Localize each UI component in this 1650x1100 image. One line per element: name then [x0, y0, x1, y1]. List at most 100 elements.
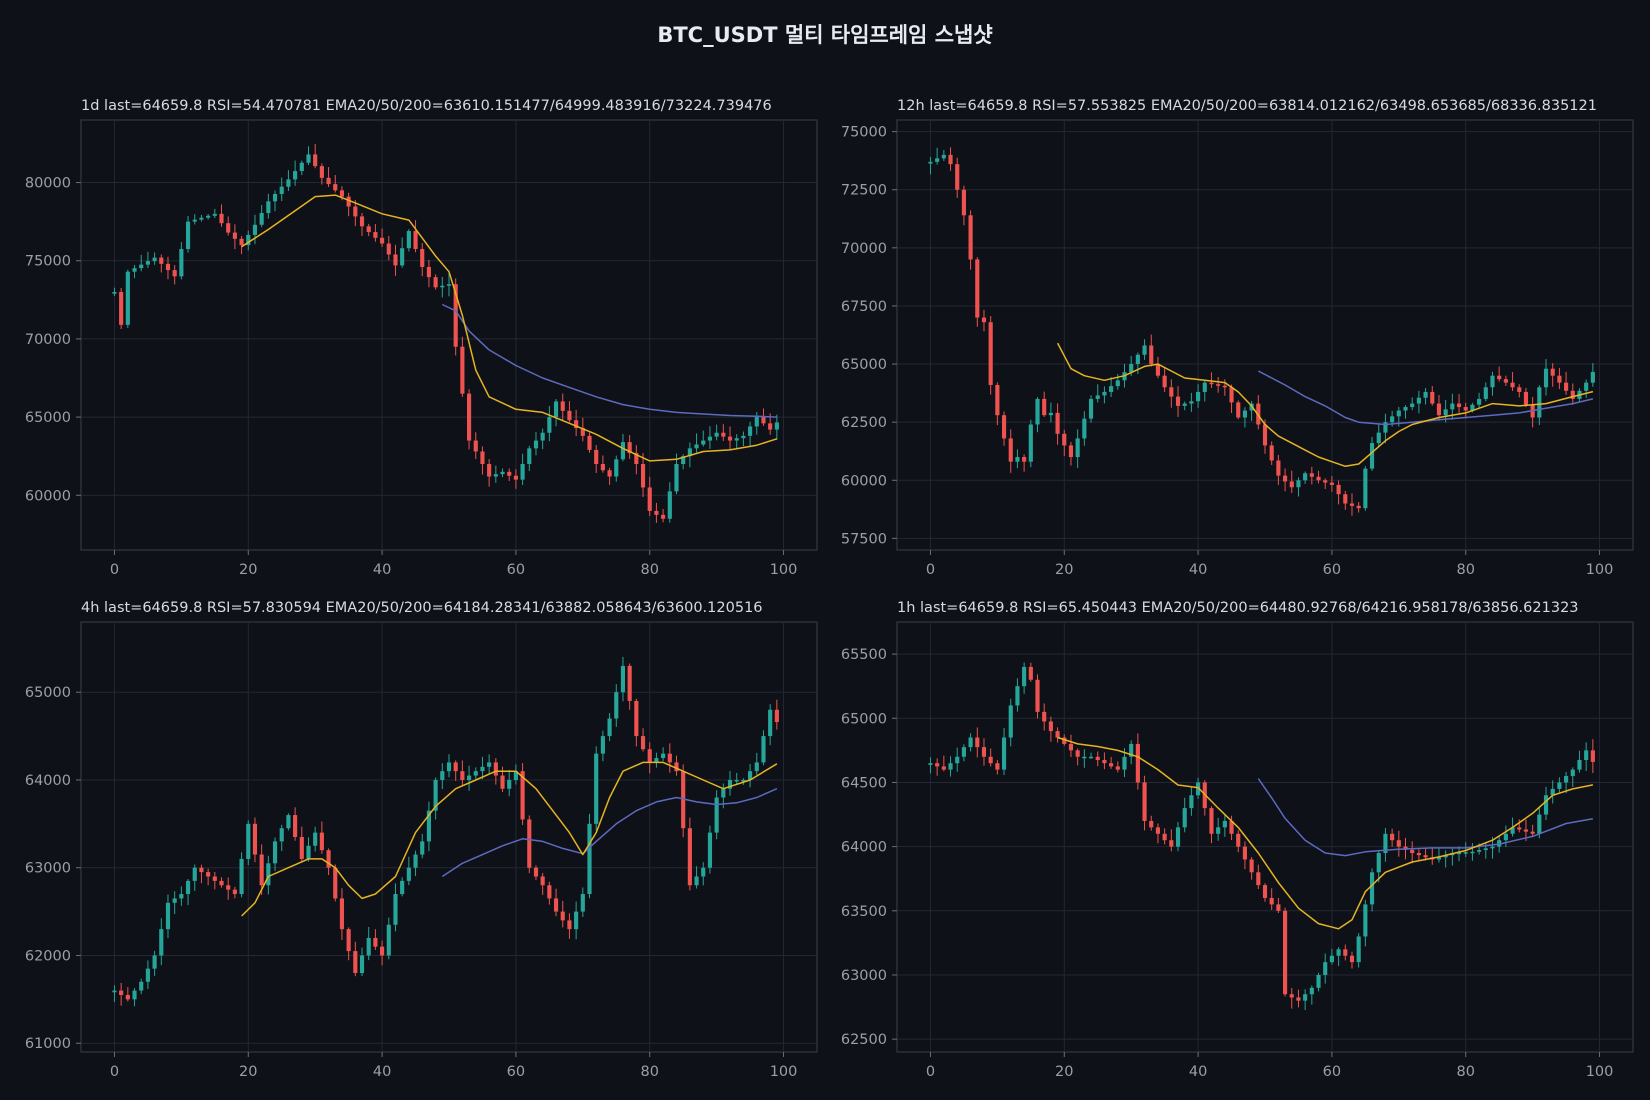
candle-body [232, 889, 237, 895]
candle-body [119, 990, 124, 995]
candle-body [293, 815, 298, 837]
candle-body [1189, 401, 1194, 404]
candle-body [219, 880, 224, 886]
candle-body [1316, 974, 1321, 988]
candle-body [1590, 750, 1595, 762]
candle-body [165, 263, 171, 271]
x-tick-label: 0 [926, 562, 935, 578]
y-tick-label: 65000 [25, 685, 71, 701]
candle-body [600, 736, 605, 754]
candle-body [139, 264, 144, 269]
candle-body [553, 898, 559, 912]
candle-body [734, 779, 739, 782]
candle-body [1175, 827, 1181, 847]
candle-body [607, 470, 612, 477]
candle-body [346, 929, 351, 952]
candle-body [1303, 473, 1308, 481]
x-tick-label: 20 [1055, 1064, 1073, 1080]
candle-body [319, 832, 324, 851]
candle-body [968, 737, 973, 748]
candle-body [1262, 424, 1268, 446]
candle-body [1075, 438, 1080, 458]
candle-body [1269, 897, 1274, 905]
candle-body [460, 346, 465, 394]
candle-body [654, 758, 659, 763]
candle-body [1410, 849, 1415, 854]
candle-body [1055, 412, 1060, 434]
candle-body [1142, 782, 1147, 821]
candle-body [1289, 481, 1294, 488]
candle-body [935, 158, 940, 162]
candle-body [500, 775, 505, 789]
candle-body [647, 487, 652, 511]
panel-title-12h: 12h last=64659.8 RSI=57.553825 EMA20/50/… [897, 98, 1597, 114]
candle-body [226, 223, 231, 233]
candle-body [353, 951, 358, 974]
candle-body [1463, 407, 1468, 411]
candles-1d [112, 143, 779, 523]
candle-body [520, 464, 525, 480]
candle-body [1303, 994, 1308, 1001]
candle-body [1490, 375, 1495, 388]
candle-body [480, 766, 485, 772]
candle-body [393, 894, 398, 925]
candle-body [1162, 375, 1167, 388]
candle-body [179, 894, 184, 899]
candle-body [1162, 833, 1167, 841]
candle-body [1336, 484, 1341, 495]
candle-body [507, 779, 512, 789]
candle-body [206, 215, 211, 218]
candle-body [741, 435, 746, 439]
candle-body [380, 237, 385, 244]
candle-body [1095, 395, 1100, 399]
candle-body [326, 177, 331, 185]
candle-body [620, 442, 626, 460]
candle-body [1543, 795, 1549, 815]
y-tick-label: 62000 [25, 948, 71, 964]
candle-body [754, 417, 759, 427]
candle-body [1456, 403, 1462, 408]
candle-body [266, 863, 271, 886]
x-tick-label: 80 [1457, 1064, 1475, 1080]
candle-body [386, 243, 391, 255]
y-tick-label: 64000 [841, 840, 887, 856]
candle-body [500, 471, 505, 475]
candle-body [1363, 904, 1368, 937]
candle-body [1209, 808, 1214, 834]
panel-title-1h: 1h last=64659.8 RSI=65.450443 EMA20/50/2… [897, 600, 1579, 616]
candle-body [714, 797, 719, 833]
candle-body [1075, 750, 1080, 757]
candle-body [313, 832, 318, 846]
candle-body [1543, 368, 1549, 388]
candle-body [607, 718, 612, 737]
candle-body [1155, 827, 1161, 834]
candle-body [1443, 855, 1448, 858]
candle-body [487, 464, 492, 477]
candle-body [1410, 403, 1415, 408]
candle-body [768, 423, 773, 430]
candle-body [1343, 949, 1348, 956]
candle-body [614, 459, 619, 477]
candle-body [948, 763, 953, 770]
candle-body [1082, 418, 1087, 439]
candle-body [1222, 820, 1227, 828]
candle-body [1109, 763, 1114, 767]
candle-body [192, 867, 197, 881]
candle-body [727, 436, 733, 441]
candle-body [627, 442, 632, 454]
candle-body [1323, 962, 1328, 975]
candle-body [1463, 852, 1468, 854]
candle-body [299, 162, 304, 172]
candle-body [580, 894, 585, 912]
candle-body [1483, 848, 1488, 851]
candle-body [359, 216, 365, 227]
candle-body [239, 238, 244, 246]
candle-body [380, 946, 385, 956]
candle-body [995, 384, 1000, 416]
candle-body [460, 771, 465, 780]
candle-body [413, 854, 418, 868]
x-tick-label: 20 [239, 562, 257, 578]
candle-body [1296, 480, 1301, 488]
candle-body [955, 164, 960, 190]
candle-body [1383, 422, 1388, 433]
